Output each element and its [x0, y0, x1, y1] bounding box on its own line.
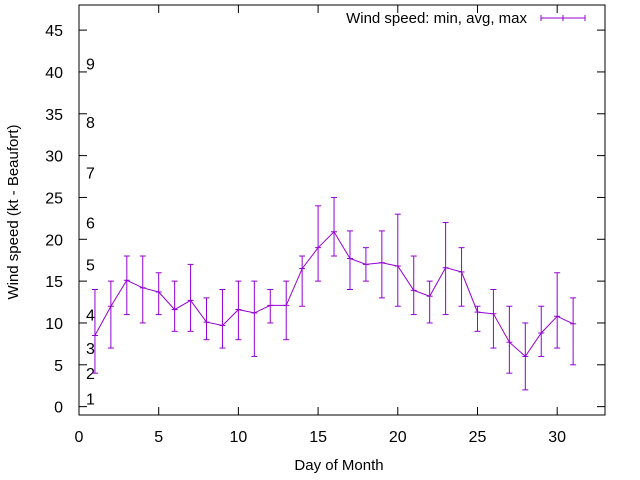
y-tick-label: 0	[54, 400, 63, 417]
plot-frame	[78, 4, 606, 416]
y-tick-label: 10	[45, 316, 63, 333]
beaufort-label: 6	[86, 216, 95, 233]
beaufort-label: 8	[86, 115, 95, 132]
y-tick-label: 30	[45, 149, 63, 166]
x-tick-label: 20	[389, 429, 407, 446]
x-tick-label: 30	[548, 429, 566, 446]
legend-label: Wind speed: min, avg, max	[346, 10, 527, 27]
x-tick-label: 0	[75, 429, 84, 446]
beaufort-scale: 1 2 3 4 5 6 7 8 9	[86, 57, 95, 409]
beaufort-label: 1	[86, 391, 95, 408]
beaufort-label: 4	[86, 308, 95, 325]
x-tick-label: 15	[309, 429, 327, 446]
y-tick-label: 25	[45, 190, 63, 207]
beaufort-label: 5	[86, 257, 95, 274]
data-series	[91, 196, 577, 391]
y-tick-label: 35	[45, 107, 63, 124]
x-tick-label: 5	[154, 429, 163, 446]
plot-border	[78, 4, 606, 416]
y-tick-label: 20	[45, 232, 63, 249]
x-tick-label: 10	[229, 429, 247, 446]
beaufort-label: 7	[86, 165, 95, 182]
y-tick-label: 40	[45, 65, 63, 82]
y-tick-label: 45	[45, 23, 63, 40]
x-tick-label: 25	[469, 429, 487, 446]
beaufort-label: 2	[86, 366, 95, 383]
legend: Wind speed: min, avg, max	[346, 10, 586, 27]
x-axis-title: Day of Month	[294, 457, 383, 474]
beaufort-label: 9	[86, 57, 95, 74]
y-axis-title: Wind speed (kt - Beaufort)	[5, 124, 22, 299]
y-tick-label: 5	[54, 358, 63, 375]
beaufort-label: 3	[86, 341, 95, 358]
y-tick-label: 15	[45, 274, 63, 291]
avg-line	[94, 230, 574, 358]
